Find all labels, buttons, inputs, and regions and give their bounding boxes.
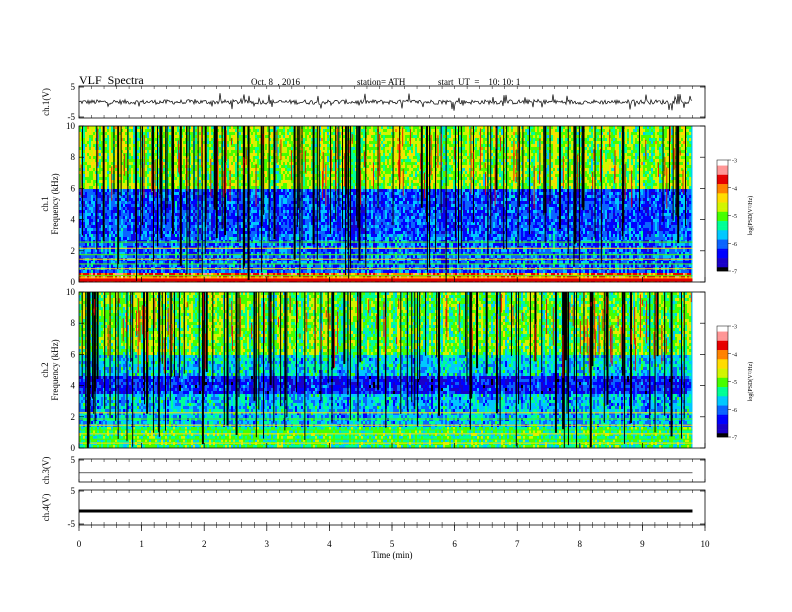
ch1_spectrogram-colorbar-tick: -7	[732, 270, 737, 276]
ch1_spectrogram-ytick-label: 0	[71, 277, 76, 287]
ch1_spectrogram-ylabel: ch.1	[40, 196, 50, 211]
ch1_spectrogram-colorbar-tick: -6	[732, 242, 737, 248]
ch1_spectrogram-ytick-label: 10	[66, 121, 76, 131]
ch2_spectrogram-colorbar-tick: -4	[732, 352, 737, 358]
x-tick-label: 2	[202, 539, 207, 549]
x-tick-label: 6	[452, 539, 457, 549]
ch1_spectrogram-ytick-label: 8	[71, 152, 76, 162]
x-tick-label: 8	[578, 539, 583, 549]
ch2_spectrogram-ytick-label: 10	[66, 287, 76, 297]
ch2_spectrogram-ytick-label: 6	[71, 349, 76, 359]
ch2_spectrogram-colorbar-tick: -6	[732, 408, 737, 414]
ch3_waveform-ylabel: ch.3(V)	[41, 457, 51, 485]
ch1_spectrogram-colorbar-tick: -4	[732, 186, 737, 192]
x-tick-label: 5	[390, 539, 395, 549]
ch1_spectrogram-ytick-label: 6	[71, 183, 76, 193]
ch1_spectrogram-ytick-label: 4	[71, 215, 76, 225]
ch2_spectrogram-colorbar-tick: -5	[732, 380, 737, 386]
ch1_waveform-ytick-label: 5	[71, 82, 76, 92]
ch1_waveform-ylabel: ch.1(V)	[41, 88, 51, 116]
ch4_waveform-frame	[79, 490, 705, 525]
x-tick-label: 4	[327, 539, 332, 549]
ch2_spectrogram-ytick-label: 4	[71, 381, 76, 391]
ch2_spectrogram-ylabel: Frequency (kHz)	[50, 339, 60, 400]
ch1_spectrogram-image	[79, 126, 692, 282]
ch1_spectrogram-colorbar	[717, 160, 728, 271]
ch2_spectrogram-ytick-label: 2	[71, 412, 76, 422]
ch4_waveform-ytick-label: 5	[71, 486, 76, 496]
ch2_spectrogram-colorbar-tick: -3	[732, 325, 737, 331]
ch2_spectrogram-colorbar-label: log(PSD(V²/Hz)	[747, 362, 754, 401]
ch1_waveform-trace	[79, 93, 692, 111]
ch2_spectrogram-colorbar-tick: -7	[732, 436, 737, 442]
ch2_spectrogram-ylabel: ch.2	[40, 362, 50, 377]
x-tick-label: 7	[515, 539, 520, 549]
ch3_waveform-frame	[79, 459, 705, 482]
x-tick-label: 0	[77, 539, 82, 549]
x-tick-label: 3	[265, 539, 270, 549]
ch3_waveform-ytick-label: 5	[71, 455, 76, 465]
ch4_waveform-ytick-label: -5	[68, 519, 76, 529]
x-axis-label: Time (min)	[372, 550, 413, 560]
ch4_waveform-ylabel: ch.4(V)	[41, 494, 51, 522]
ch2_spectrogram-image	[79, 292, 692, 448]
x-tick-label: 1	[139, 539, 144, 549]
ch2_spectrogram-ytick-label: 8	[71, 318, 76, 328]
ch2_spectrogram-ytick-label: 0	[71, 443, 76, 453]
x-tick-label: 10	[701, 539, 711, 549]
ch1_spectrogram-ylabel: Frequency (kHz)	[50, 173, 60, 234]
ch1_spectrogram-ytick-label: 2	[71, 246, 76, 256]
ch1_spectrogram-colorbar-label: log(PSD(V²/Hz)	[747, 196, 754, 235]
ch2_spectrogram-colorbar	[717, 326, 728, 437]
ch1_spectrogram-colorbar-tick: -3	[732, 159, 737, 165]
x-tick-label: 9	[640, 539, 645, 549]
ch1_spectrogram-colorbar-tick: -5	[732, 214, 737, 220]
